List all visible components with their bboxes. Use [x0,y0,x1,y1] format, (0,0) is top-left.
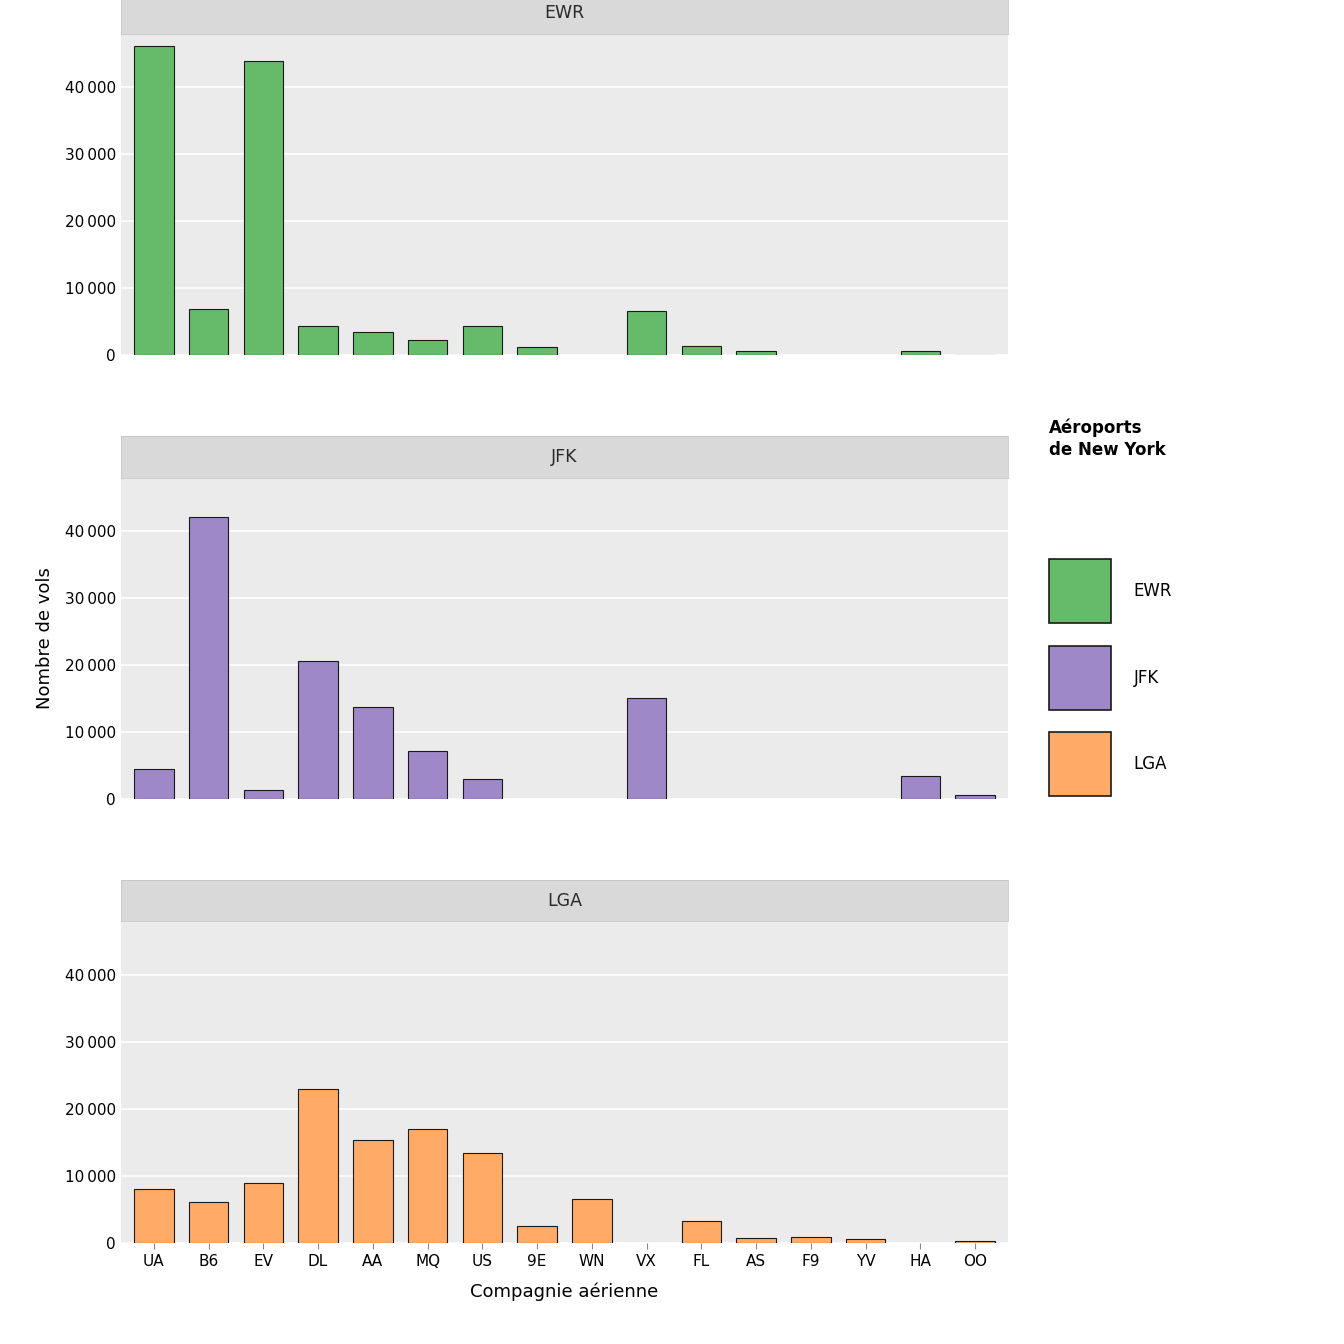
Bar [134,1189,173,1243]
Bar [1050,559,1111,624]
Text: LGA: LGA [1133,755,1167,773]
Bar [681,345,722,355]
Bar [792,1236,831,1243]
Bar [900,351,939,355]
Bar [1050,732,1111,797]
X-axis label: Compagnie aérienne: Compagnie aérienne [470,1282,659,1301]
Bar [845,1239,886,1243]
Y-axis label: Nombre de vols: Nombre de vols [36,567,54,710]
Bar [407,340,448,355]
Bar [243,1183,284,1243]
Bar [1050,646,1111,710]
Bar [190,1202,228,1243]
Bar [134,47,173,355]
Bar [517,1226,556,1243]
Bar [190,309,228,355]
Bar [737,1238,775,1243]
Bar [626,699,667,800]
Bar [243,790,284,800]
Text: EWR: EWR [1133,582,1172,601]
Bar [462,780,503,800]
Bar [517,347,556,355]
Bar [573,1199,612,1243]
Bar [737,351,775,355]
Bar [298,660,337,800]
Bar [190,517,228,800]
Bar [353,707,392,800]
Bar [626,312,667,355]
Bar [134,769,173,800]
Bar [681,1222,722,1243]
Text: JFK: JFK [1133,669,1159,687]
Bar [353,332,392,355]
Bar [407,751,448,800]
Bar [298,327,337,355]
Bar [298,1089,337,1243]
Bar [243,60,284,355]
Bar [462,1153,503,1243]
Bar [462,325,503,355]
Bar [956,794,995,800]
Bar [956,1241,995,1243]
Text: Aéroports
de New York: Aéroports de New York [1050,418,1165,458]
Bar [407,1129,448,1243]
Bar [900,775,939,800]
Bar [353,1140,392,1243]
